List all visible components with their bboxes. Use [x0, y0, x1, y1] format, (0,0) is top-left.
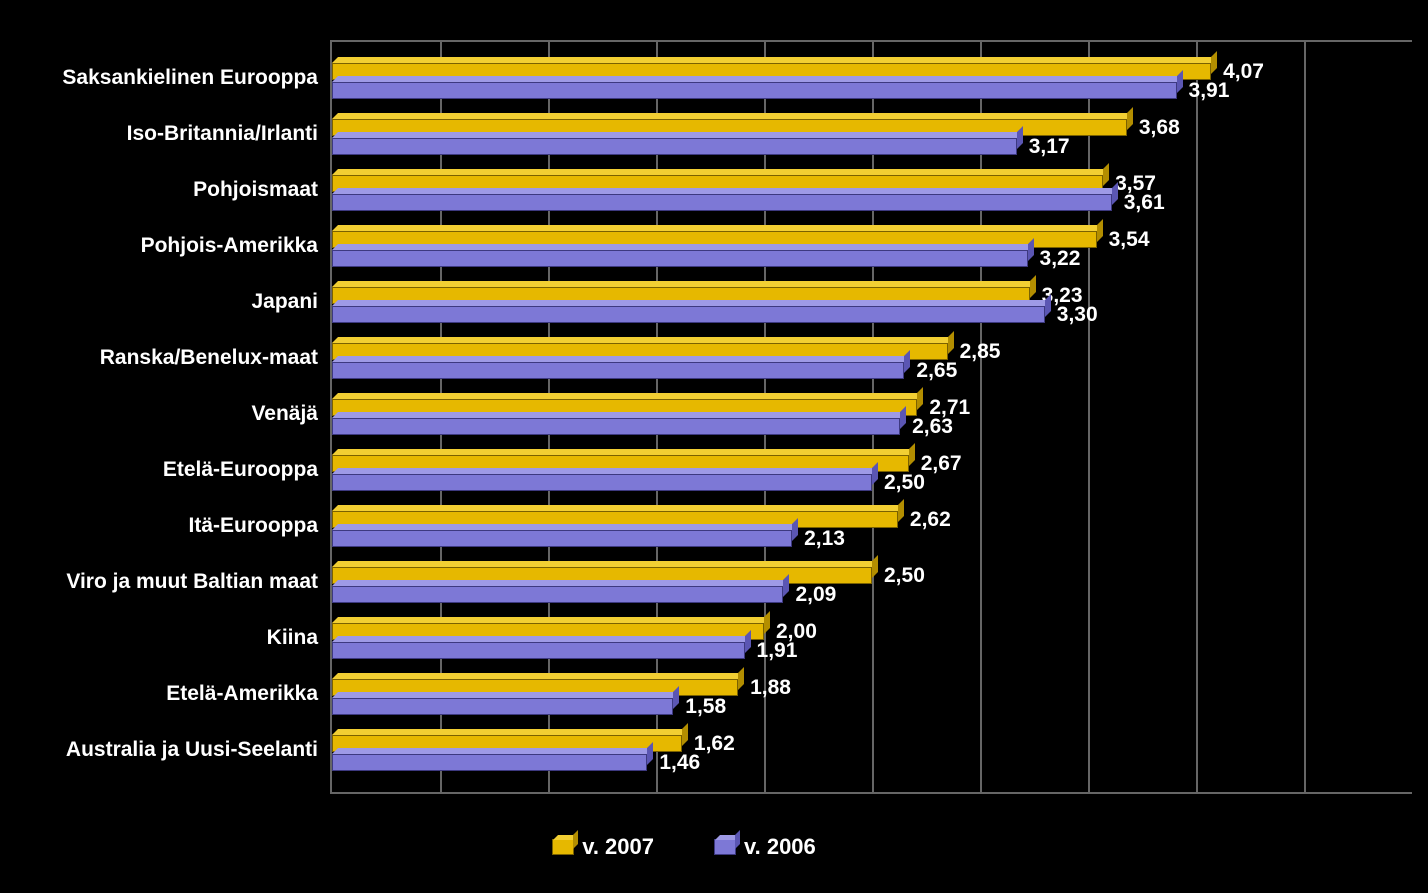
category-label: Itä-Eurooppa — [189, 514, 319, 538]
category-label: Etelä-Eurooppa — [163, 458, 318, 482]
bar-value-label: 2,09 — [795, 583, 836, 607]
bar-v2006 — [332, 642, 745, 659]
bar-v2006 — [332, 474, 872, 491]
category-label: Australia ja Uusi-Seelanti — [66, 738, 318, 762]
bar-value-label: 2,50 — [884, 471, 925, 495]
chart-plot-area: 4,073,913,683,173,573,613,543,223,233,30… — [330, 40, 1412, 794]
legend-label: v. 2007 — [582, 834, 654, 859]
chart-legend: v. 2007 v. 2006 — [0, 833, 1428, 860]
category-label: Pohjois-Amerikka — [141, 234, 318, 258]
bar-value-label: 2,13 — [804, 527, 845, 551]
gridline — [1088, 42, 1090, 792]
bar-value-label: 2,50 — [884, 564, 925, 588]
bar-value-label: 3,61 — [1124, 191, 1165, 215]
bar-v2006 — [332, 418, 900, 435]
bar-value-label: 1,91 — [757, 639, 798, 663]
category-label: Viro ja muut Baltian maat — [66, 570, 318, 594]
bar-value-label: 1,88 — [750, 676, 791, 700]
gridline — [1196, 42, 1198, 792]
category-label: Japani — [251, 290, 318, 314]
bar-v2006 — [332, 306, 1045, 323]
legend-swatch — [714, 839, 736, 855]
bar-value-label: 1,58 — [685, 695, 726, 719]
bar-v2006 — [332, 82, 1177, 99]
bar-value-label: 3,17 — [1029, 135, 1070, 159]
bar-value-label: 3,22 — [1040, 247, 1081, 271]
bar-value-label: 1,46 — [659, 751, 700, 775]
category-label: Etelä-Amerikka — [166, 682, 318, 706]
category-label: Kiina — [267, 626, 318, 650]
bar-v2006 — [332, 138, 1017, 155]
bar-value-label: 2,65 — [916, 359, 957, 383]
bar-value-label: 2,67 — [921, 452, 962, 476]
category-label: Saksankielinen Eurooppa — [62, 66, 318, 90]
bar-value-label: 3,91 — [1189, 79, 1230, 103]
bar-value-label: 2,85 — [960, 340, 1001, 364]
bar-value-label: 2,62 — [910, 508, 951, 532]
bar-value-label: 2,63 — [912, 415, 953, 439]
legend-item-v2007: v. 2007 — [552, 833, 654, 858]
bar-value-label: 3,30 — [1057, 303, 1098, 327]
category-label: Pohjoismaat — [193, 178, 318, 202]
bar-value-label: 3,54 — [1109, 228, 1150, 252]
gridline — [1304, 42, 1306, 792]
legend-label: v. 2006 — [744, 834, 816, 859]
bar-value-label: 3,68 — [1139, 116, 1180, 140]
legend-swatch — [552, 839, 574, 855]
category-label: Venäjä — [251, 402, 318, 426]
bar-v2006 — [332, 698, 673, 715]
bar-v2006 — [332, 530, 792, 547]
category-label: Iso-Britannia/Irlanti — [127, 122, 318, 146]
bar-v2006 — [332, 586, 783, 603]
bar-v2006 — [332, 250, 1028, 267]
bar-v2006 — [332, 194, 1112, 211]
bar-v2006 — [332, 362, 904, 379]
legend-item-v2006: v. 2006 — [714, 833, 816, 858]
category-label: Ranska/Benelux-maat — [100, 346, 318, 370]
bar-v2006 — [332, 754, 647, 771]
